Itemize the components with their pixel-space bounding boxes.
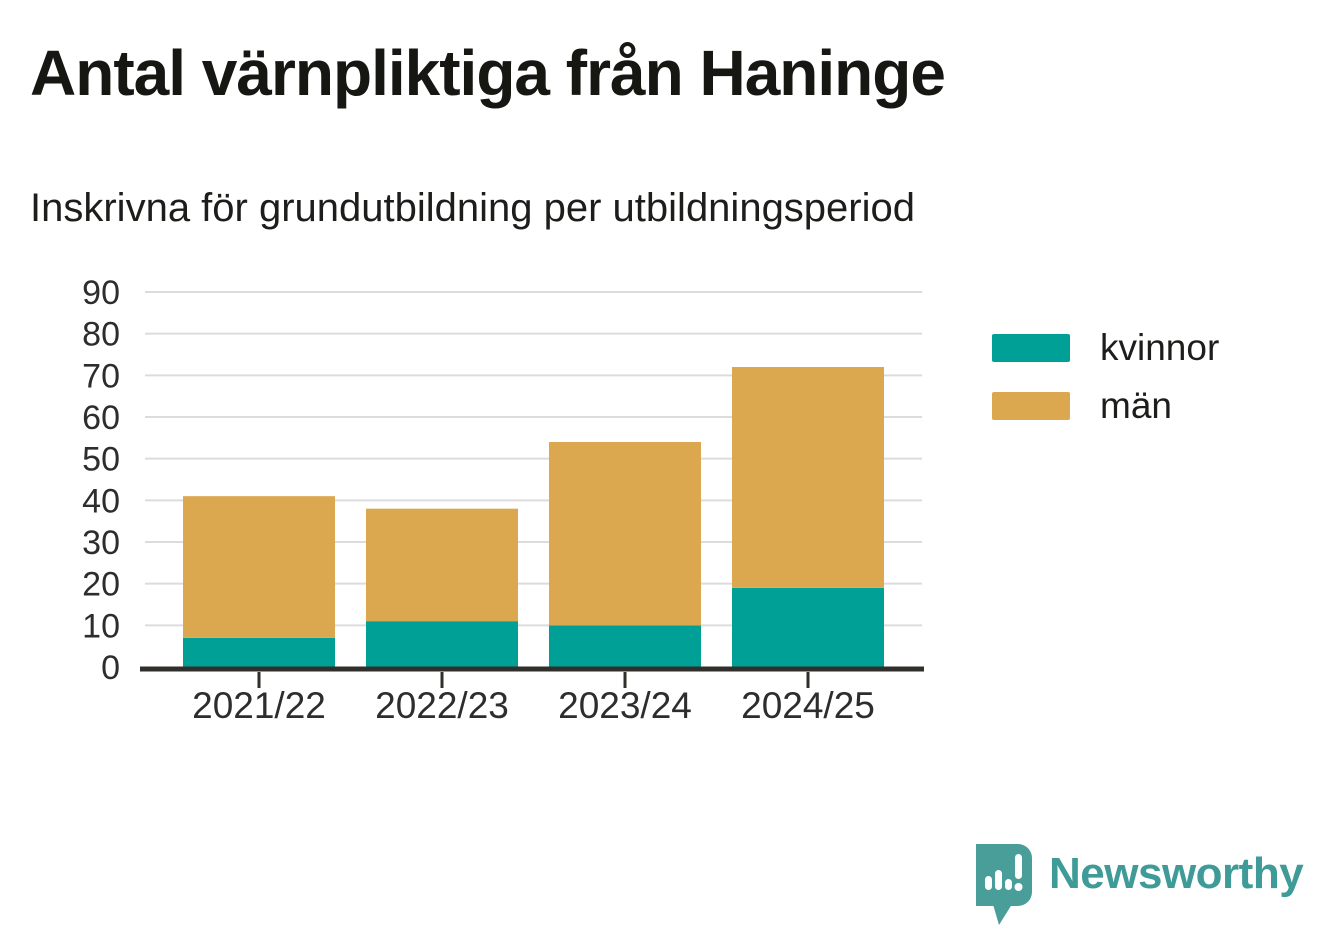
chart-legend: kvinnor män <box>992 327 1219 443</box>
x-axis-tick-label: 2022/23 <box>375 685 509 726</box>
y-axis-tick-label: 60 <box>82 399 120 437</box>
x-axis-tick-label: 2021/22 <box>192 685 326 726</box>
y-axis-tick-label: 10 <box>82 607 120 645</box>
legend-label-kvinnor: kvinnor <box>1100 327 1220 368</box>
x-axis-tick-label: 2024/25 <box>741 685 875 726</box>
bar-segment-kvinnor-2021/22 <box>183 637 335 667</box>
bar-segment-kvinnor-2022/23 <box>366 621 518 667</box>
chart-subtitle: Inskrivna för grundutbildning per utbild… <box>30 186 915 230</box>
bar-segment-män-2022/23 <box>366 508 518 622</box>
y-axis-tick-label: 40 <box>82 482 120 520</box>
y-axis-tick-label: 30 <box>82 524 120 562</box>
y-axis-tick-label: 90 <box>82 274 120 312</box>
logo-bar-3 <box>1005 879 1012 890</box>
logo-bar-2 <box>995 870 1002 890</box>
bar-segment-kvinnor-2024/25 <box>732 587 884 667</box>
x-axis-tick-label: 2023/24 <box>558 685 692 726</box>
legend-swatch-man <box>992 392 1070 420</box>
bar-segment-kvinnor-2023/24 <box>549 625 701 667</box>
y-axis-tick-label: 70 <box>82 357 120 395</box>
logo-exclamation-dot <box>1014 883 1023 891</box>
bar-segment-män-2023/24 <box>549 442 701 626</box>
y-axis-tick-label: 50 <box>82 441 120 479</box>
brand-logo: Newsworthy <box>976 843 1304 927</box>
logo-bubble-tail <box>992 901 1014 925</box>
bar-segment-män-2024/25 <box>732 367 884 588</box>
y-axis-tick-label: 20 <box>82 566 120 604</box>
y-axis-tick-label: 0 <box>101 649 120 687</box>
chart-title: Antal värnpliktiga från Haninge <box>30 37 946 109</box>
logo-bar-1 <box>985 876 992 890</box>
legend-item-kvinnor: kvinnor <box>992 327 1219 369</box>
legend-item-man: män <box>992 385 1219 427</box>
legend-swatch-kvinnor <box>992 334 1070 362</box>
bar-segment-män-2021/22 <box>183 496 335 638</box>
logo-bubble <box>976 844 1032 906</box>
y-axis-tick-label: 80 <box>82 316 120 354</box>
logo-exclamation-bar <box>1015 854 1022 879</box>
brand-name: Newsworthy <box>1049 849 1304 898</box>
newsworthy-logo-icon <box>976 844 1032 925</box>
legend-label-man: män <box>1100 385 1172 426</box>
